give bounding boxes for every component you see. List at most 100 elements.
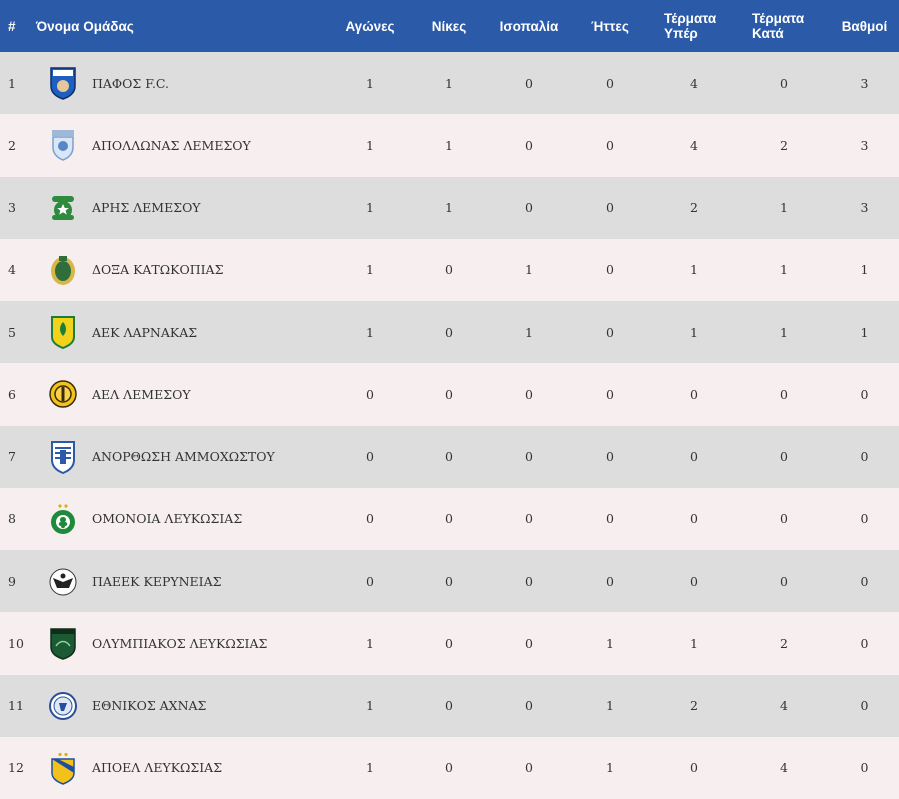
team-name[interactable]: ΑΠΟΕΛ ΛΕΥΚΩΣΙΑΣ	[92, 760, 223, 776]
team-cell[interactable]: ΠΑΦΟΣ F.C.	[36, 66, 330, 100]
table-row[interactable]: 4 ΔΟΞΑ ΚΑΤΩΚΟΠΙΑΣ 1 0 1 0 1 1 1	[0, 238, 899, 301]
wins-cell: 0	[445, 262, 453, 278]
draws-cell: 0	[525, 635, 533, 651]
header-losses[interactable]: Ήττες	[591, 18, 629, 34]
goals-against-cell: 4	[780, 698, 788, 714]
draws-cell: 0	[525, 137, 533, 153]
table-row[interactable]: 5 ΑΕΚ ΛΑΡΝΑΚΑΣ 1 0 1 0 1 1 1	[0, 301, 899, 364]
points-cell: 1	[860, 262, 869, 278]
team-cell[interactable]: ΕΘΝΙΚΟΣ ΑΧΝΑΣ	[36, 689, 330, 723]
played-cell: 1	[366, 200, 374, 216]
team-cell[interactable]: ΔΟΞΑ ΚΑΤΩΚΟΠΙΑΣ	[36, 253, 330, 287]
header-team[interactable]: Όνομα Ομάδας	[36, 18, 134, 34]
rank-cell: 2	[8, 137, 16, 153]
points-cell: 0	[860, 449, 869, 465]
header-goals-for[interactable]: Τέρματα Υπέρ	[650, 11, 738, 41]
wins-cell: 0	[445, 511, 453, 527]
apollon-crest-icon	[48, 128, 78, 162]
goals-for-cell: 2	[690, 200, 698, 216]
table-row[interactable]: 8 ΟΜΟΝΟΙΑ ΛΕΥΚΩΣΙΑΣ 0 0 0 0 0 0 0	[0, 487, 899, 550]
team-cell[interactable]: ΟΛΥΜΠΙΑΚΟΣ ΛΕΥΚΩΣΙΑΣ	[36, 626, 330, 661]
table-row[interactable]: 9 ΠΑΕΕΚ ΚΕΡΥΝΕΙΑΣ 0 0 0 0 0 0 0	[0, 550, 899, 613]
header-goals-against[interactable]: Τέρματα Κατά	[738, 11, 830, 41]
draws-cell: 0	[525, 200, 533, 216]
team-name[interactable]: ΟΜΟΝΟΙΑ ΛΕΥΚΩΣΙΑΣ	[92, 511, 243, 527]
team-cell[interactable]: ΟΜΟΝΟΙΑ ΛΕΥΚΩΣΙΑΣ	[36, 502, 330, 536]
header-points[interactable]: Βαθμοί	[841, 18, 888, 34]
goals-for-cell: 0	[690, 386, 698, 402]
played-cell: 1	[366, 75, 374, 91]
table-row[interactable]: 11 ΕΘΝΙΚΟΣ ΑΧΝΑΣ 1 0 0 1 2 4 0	[0, 674, 899, 737]
rank-cell: 6	[8, 386, 16, 402]
table-row[interactable]: 10 ΟΛΥΜΠΙΑΚΟΣ ΛΕΥΚΩΣΙΑΣ 1 0 0 1 1 2 0	[0, 612, 899, 675]
table-row[interactable]: 12 ΑΠΟΕΛ ΛΕΥΚΩΣΙΑΣ 1 0 0 1 0 4 0	[0, 736, 899, 799]
rank-cell: 1	[8, 75, 16, 91]
team-cell[interactable]: ΠΑΕΕΚ ΚΕΡΥΝΕΙΑΣ	[36, 564, 330, 598]
header-draws[interactable]: Ισοπαλία	[499, 18, 559, 34]
draws-cell: 0	[525, 449, 533, 465]
team-name[interactable]: ΔΟΞΑ ΚΑΤΩΚΟΠΙΑΣ	[92, 262, 224, 278]
wins-cell: 0	[445, 386, 453, 402]
team-name[interactable]: ΑΝΟΡΘΩΣΗ ΑΜΜΟΧΩΣΤΟΥ	[92, 449, 275, 465]
team-cell[interactable]: ΑΝΟΡΘΩΣΗ ΑΜΜΟΧΩΣΤΟΥ	[36, 440, 330, 474]
table-row[interactable]: 7 ΑΝΟΡΘΩΣΗ ΑΜΜΟΧΩΣΤΟΥ 0 0 0 0 0 0 0	[0, 425, 899, 488]
team-cell[interactable]: ΑΠΟΕΛ ΛΕΥΚΩΣΙΑΣ	[36, 751, 330, 785]
table-row[interactable]: 6 ΑΕΛ ΛΕΜΕΣΟΥ 0 0 0 0 0 0 0	[0, 363, 899, 426]
header-goals-against-line2: Κατά	[752, 26, 784, 41]
rank-cell: 3	[8, 200, 16, 216]
points-cell: 0	[860, 511, 869, 527]
losses-cell: 1	[606, 698, 614, 714]
points-cell: 0	[860, 635, 869, 651]
team-cell[interactable]: ΑΕΚ ΛΑΡΝΑΚΑΣ	[36, 315, 330, 350]
goals-for-cell: 1	[690, 635, 698, 651]
losses-cell: 0	[606, 324, 614, 340]
team-name[interactable]: ΑΕΛ ΛΕΜΕΣΟΥ	[92, 386, 191, 402]
team-name[interactable]: ΠΑΕΕΚ ΚΕΡΥΝΕΙΑΣ	[92, 573, 222, 589]
losses-cell: 0	[606, 511, 614, 527]
team-name[interactable]: ΟΛΥΜΠΙΑΚΟΣ ΛΕΥΚΩΣΙΑΣ	[92, 635, 268, 651]
team-name[interactable]: ΑΠΟΛΛΩΝΑΣ ΛΕΜΕΣΟΥ	[92, 137, 251, 153]
team-name[interactable]: ΑΕΚ ΛΑΡΝΑΚΑΣ	[92, 324, 198, 340]
points-cell: 0	[860, 386, 869, 402]
points-cell: 3	[860, 75, 869, 91]
points-cell: 0	[860, 760, 869, 776]
goals-for-cell: 1	[690, 324, 698, 340]
rank-cell: 10	[8, 635, 24, 651]
goals-against-cell: 0	[780, 511, 788, 527]
wins-cell: 1	[445, 200, 453, 216]
table-row[interactable]: 3 ΑΡΗΣ ΛΕΜΕΣΟΥ 1 1 0 0 2 1 3	[0, 176, 899, 239]
header-played[interactable]: Αγώνες	[345, 18, 395, 34]
goals-against-cell: 0	[780, 386, 788, 402]
goals-against-cell: 2	[780, 137, 788, 153]
points-cell: 3	[860, 137, 869, 153]
played-cell: 1	[366, 698, 374, 714]
team-name[interactable]: ΕΘΝΙΚΟΣ ΑΧΝΑΣ	[92, 698, 207, 714]
wins-cell: 0	[445, 635, 453, 651]
team-name[interactable]: ΠΑΦΟΣ F.C.	[92, 75, 170, 91]
doxa-crest-icon	[48, 253, 78, 287]
table-row[interactable]: 1 ΠΑΦΟΣ F.C. 1 1 0 0 4 0 3	[0, 52, 899, 115]
played-cell: 1	[366, 137, 374, 153]
played-cell: 0	[366, 386, 374, 402]
apoel-crest-icon	[48, 751, 78, 785]
header-wins[interactable]: Νίκες	[431, 18, 467, 34]
team-name[interactable]: ΑΡΗΣ ΛΕΜΕΣΟΥ	[92, 200, 201, 216]
header-goals-for-line2: Υπέρ	[664, 26, 698, 41]
wins-cell: 0	[445, 760, 453, 776]
goals-against-cell: 4	[780, 760, 788, 776]
aek-crest-icon	[48, 315, 78, 350]
table-row[interactable]: 2 ΑΠΟΛΛΩΝΑΣ ΛΕΜΕΣΟΥ 1 1 0 0 4 2 3	[0, 114, 899, 177]
team-cell[interactable]: ΑΠΟΛΛΩΝΑΣ ΛΕΜΕΣΟΥ	[36, 128, 330, 162]
losses-cell: 0	[606, 200, 614, 216]
played-cell: 0	[366, 511, 374, 527]
played-cell: 1	[366, 760, 374, 776]
rank-cell: 7	[8, 449, 16, 465]
draws-cell: 0	[525, 386, 533, 402]
header-rank[interactable]: #	[8, 18, 16, 34]
draws-cell: 0	[525, 75, 533, 91]
team-cell[interactable]: ΑΡΗΣ ΛΕΜΕΣΟΥ	[36, 191, 330, 225]
team-cell[interactable]: ΑΕΛ ΛΕΜΕΣΟΥ	[36, 377, 330, 411]
losses-cell: 0	[606, 386, 614, 402]
ael-crest-icon	[48, 377, 78, 411]
